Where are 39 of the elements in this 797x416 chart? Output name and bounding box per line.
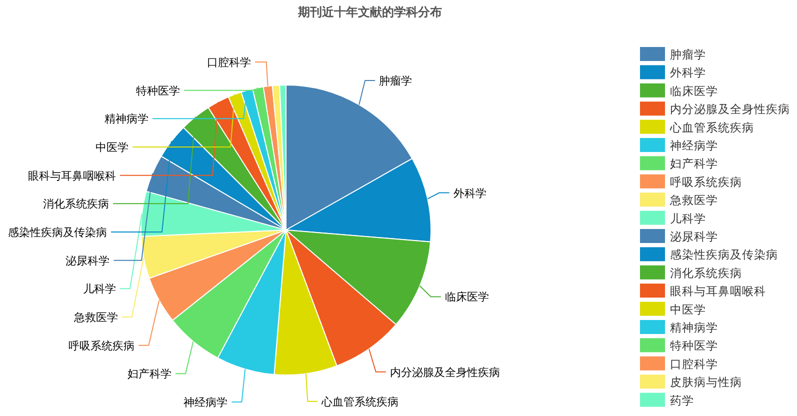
chart-title: 期刊近十年文献的学科分布 xyxy=(297,5,442,19)
data-label: 内分泌腺及全身性疾病 xyxy=(390,366,500,379)
data-label: 外科学 xyxy=(453,186,486,200)
data-label: 肿瘤学 xyxy=(379,74,412,88)
legend-label: 内分泌腺及全身性疾病 xyxy=(670,102,790,116)
data-label: 妇产科学 xyxy=(128,368,172,381)
data-label: 泌尿科学 xyxy=(66,254,110,268)
data-label: 心血管系统疾病 xyxy=(320,395,399,408)
data-label: 呼吸系统疾病 xyxy=(68,339,135,352)
legend-label: 妇产科学 xyxy=(670,156,718,171)
legend-label: 呼吸系统疾病 xyxy=(670,174,742,189)
legend-label: 口腔科学 xyxy=(670,356,718,371)
legend-label: 药学 xyxy=(670,393,694,408)
legend-label: 特种医学 xyxy=(670,338,718,353)
data-label: 中医学 xyxy=(96,141,129,154)
data-label: 消化系统疾病 xyxy=(43,198,110,211)
data-label: 感染性疾病及传染病 xyxy=(8,226,108,239)
legend-label: 精神病学 xyxy=(670,320,718,334)
data-label: 临床医学 xyxy=(444,290,489,304)
legend-label: 中医学 xyxy=(670,302,706,316)
legend-label: 消化系统疾病 xyxy=(670,266,742,280)
legend-label: 急救医学 xyxy=(669,193,718,208)
legend-label: 神经病学 xyxy=(670,138,718,152)
legend-label: 皮肤病与性病 xyxy=(670,375,742,390)
legend-label: 心血管系统疾病 xyxy=(669,120,754,134)
legend-label: 儿科学 xyxy=(670,211,706,226)
legend-label: 泌尿科学 xyxy=(670,230,718,244)
data-label: 儿科学 xyxy=(83,282,116,296)
data-label: 眼科与耳鼻咽喉科 xyxy=(28,169,116,182)
data-label: 特种医学 xyxy=(136,84,180,98)
data-label: 神经病学 xyxy=(184,396,228,409)
legend-label: 外科学 xyxy=(670,66,706,80)
data-label: 急救医学 xyxy=(72,311,118,324)
legend-label: 感染性疾病及传染病 xyxy=(670,248,778,262)
legend-label: 肿瘤学 xyxy=(670,48,706,62)
legend-label: 临床医学 xyxy=(670,84,718,98)
data-label: 口腔科学 xyxy=(207,56,251,69)
legend-label: 眼科与耳鼻咽喉科 xyxy=(670,284,766,298)
data-label: 精神病学 xyxy=(104,112,149,126)
